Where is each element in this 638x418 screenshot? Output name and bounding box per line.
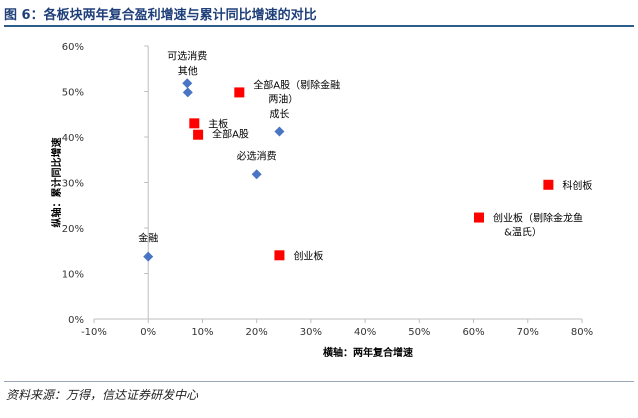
x-tick-label: 20%: [246, 327, 268, 338]
x-tick-label: 0%: [140, 327, 156, 338]
point-label: 主板: [208, 117, 228, 130]
chart-axes: -10% 0% 10% 20% 30% 40% 50% 60% 70% 80%0%10%20%30…: [50, 42, 593, 359]
point-label: 成长: [269, 109, 289, 121]
chart-marks: [143, 78, 554, 262]
y-tick-label: 0%: [68, 315, 84, 326]
x-tick-label: -10%: [81, 327, 107, 338]
y-axis-title: 纵轴：累计同比增速: [50, 138, 63, 228]
y-tick-label: 30%: [62, 179, 84, 190]
footer-divider: [4, 381, 634, 382]
point-label: 创业板: [293, 249, 323, 262]
y-tick-label: 40%: [62, 133, 84, 144]
point-label: 其他: [178, 64, 198, 77]
diamond-point: [182, 78, 193, 89]
point-label: 金融: [138, 232, 158, 245]
point-label: 全部A股: [212, 128, 249, 141]
point-label: 科创板: [562, 179, 592, 192]
point-label: 两油）: [268, 92, 298, 105]
x-tick-label: 10%: [191, 327, 213, 338]
source-note: 资料来源：万得，信达证券研发中心: [6, 388, 199, 402]
point-label: 可选消费: [167, 49, 207, 62]
point-label: &温氏）: [504, 227, 542, 239]
x-tick-label: 40%: [354, 327, 376, 338]
diamond-point: [274, 126, 285, 137]
x-tick-label: 70%: [517, 327, 539, 338]
y-tick-label: 10%: [62, 270, 84, 281]
x-tick-label: 50%: [408, 327, 430, 338]
point-label: 全部A股（剔除金融: [253, 78, 340, 91]
point-label: 创业板（剔除金龙鱼: [493, 212, 583, 225]
x-tick-label: 60%: [462, 327, 484, 338]
y-tick-label: 60%: [62, 42, 84, 53]
square-point: [473, 212, 484, 223]
x-axis-title: 横轴：两年复合增速: [323, 346, 413, 359]
square-point: [543, 179, 554, 190]
x-tick-label: 80%: [571, 327, 593, 338]
y-tick-label: 20%: [62, 224, 84, 235]
x-tick-label: 30%: [300, 327, 322, 338]
square-point: [234, 87, 245, 98]
square-point: [274, 250, 285, 261]
diamond-point: [143, 251, 154, 262]
y-tick-label: 50%: [62, 88, 84, 99]
diamond-point: [251, 169, 262, 180]
title-divider: [4, 25, 634, 27]
scatter-chart: -10% 0% 10% 20% 30% 40% 50% 60% 70% 80%0%10%20%30…: [50, 42, 593, 359]
diamond-point: [182, 87, 193, 98]
point-label: 必选消费: [237, 149, 277, 162]
square-point: [193, 129, 204, 140]
figure-title: 图 6：各板块两年复合盈利增速与累计同比增速的对比: [4, 8, 317, 23]
square-point: [189, 118, 200, 129]
